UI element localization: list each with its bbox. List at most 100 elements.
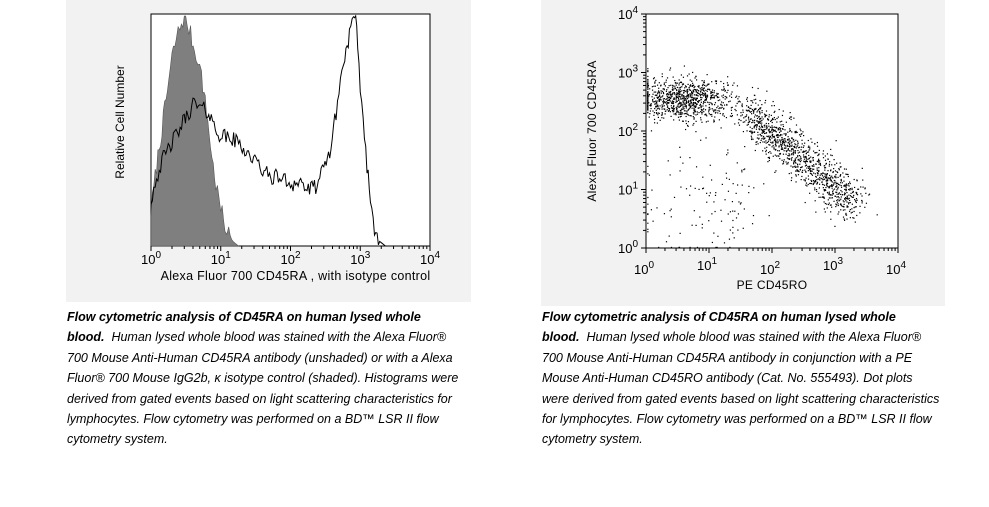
- data-point: [809, 160, 811, 162]
- data-point: [846, 206, 848, 208]
- data-point: [680, 90, 682, 92]
- data-point: [829, 178, 831, 180]
- data-point: [688, 89, 690, 91]
- data-point: [647, 86, 649, 88]
- data-point: [839, 175, 841, 177]
- data-point: [663, 117, 665, 119]
- data-point: [797, 170, 799, 172]
- data-point: [782, 138, 784, 140]
- data-point: [775, 145, 777, 147]
- data-point: [672, 106, 675, 108]
- data-point: [761, 110, 763, 112]
- data-point: [754, 94, 756, 97]
- data-point: [751, 130, 753, 132]
- data-point: [677, 96, 679, 98]
- data-point: [679, 170, 681, 172]
- data-point: [732, 84, 734, 86]
- data-point: [822, 153, 824, 155]
- data-point: [699, 95, 702, 97]
- data-point: [781, 147, 783, 150]
- data-point: [670, 84, 672, 86]
- data-point: [796, 131, 798, 134]
- data-point: [705, 85, 707, 87]
- data-point: [843, 185, 845, 187]
- data-point: [798, 147, 800, 149]
- data-point: [700, 107, 702, 109]
- data-point: [673, 92, 676, 94]
- data-point: [816, 160, 818, 163]
- data-point: [794, 131, 796, 133]
- data-point: [647, 222, 649, 224]
- data-point: [667, 96, 669, 98]
- data-point: [794, 159, 796, 161]
- data-point: [771, 119, 773, 121]
- data-point: [658, 246, 660, 249]
- caption-body: Human lysed whole blood was stained with…: [67, 330, 459, 447]
- data-point: [748, 110, 750, 112]
- data-point: [826, 180, 828, 182]
- data-point: [658, 91, 660, 93]
- data-point: [818, 178, 820, 180]
- data-point: [759, 117, 761, 120]
- data-point: [829, 194, 831, 196]
- data-point: [714, 210, 716, 213]
- data-point: [741, 114, 743, 116]
- data-point: [746, 114, 748, 116]
- data-point: [667, 99, 669, 102]
- data-point: [771, 134, 774, 136]
- data-point: [779, 128, 781, 131]
- data-point: [828, 191, 830, 193]
- data-point: [837, 204, 839, 207]
- data-point: [764, 102, 766, 104]
- data-point: [655, 91, 657, 93]
- data-point: [771, 142, 773, 144]
- data-point: [825, 163, 827, 165]
- data-point: [763, 183, 765, 185]
- data-point: [749, 130, 751, 133]
- data-point: [710, 94, 712, 97]
- data-point: [731, 114, 734, 117]
- data-point: [692, 71, 694, 74]
- data-point: [691, 82, 694, 84]
- data-point: [776, 127, 778, 129]
- data-point: [677, 104, 679, 106]
- data-point: [648, 116, 650, 118]
- data-point: [789, 150, 791, 152]
- data-point: [804, 156, 806, 158]
- data-point: [812, 156, 814, 159]
- data-point: [761, 125, 763, 128]
- data-point: [798, 160, 800, 162]
- data-point: [845, 187, 847, 189]
- data-point: [823, 197, 826, 199]
- data-point: [751, 108, 753, 111]
- data-point: [799, 158, 801, 160]
- data-point: [701, 113, 703, 115]
- data-point: [701, 227, 703, 229]
- data-point: [726, 97, 728, 99]
- data-point: [822, 193, 824, 195]
- data-point: [815, 188, 818, 191]
- data-point: [779, 152, 782, 155]
- data-point: [738, 96, 740, 98]
- data-point: [814, 152, 816, 154]
- data-point: [852, 217, 854, 219]
- data-point: [753, 122, 756, 124]
- data-point: [791, 154, 793, 156]
- data-point: [773, 116, 775, 119]
- data-point: [713, 232, 715, 234]
- data-point: [684, 104, 686, 106]
- data-point: [776, 134, 778, 136]
- data-point: [655, 109, 657, 111]
- data-point: [716, 96, 719, 99]
- data-point: [778, 139, 780, 141]
- data-point: [824, 155, 826, 157]
- data-point: [777, 133, 779, 136]
- data-point: [734, 123, 736, 125]
- data-point: [762, 131, 764, 133]
- data-point: [677, 116, 680, 118]
- data-point: [814, 143, 816, 145]
- data-point: [837, 203, 839, 205]
- data-point: [695, 91, 697, 93]
- data-point: [832, 184, 834, 186]
- caption-title: Flow cytometric analysis of CD45RA on hu…: [542, 310, 896, 345]
